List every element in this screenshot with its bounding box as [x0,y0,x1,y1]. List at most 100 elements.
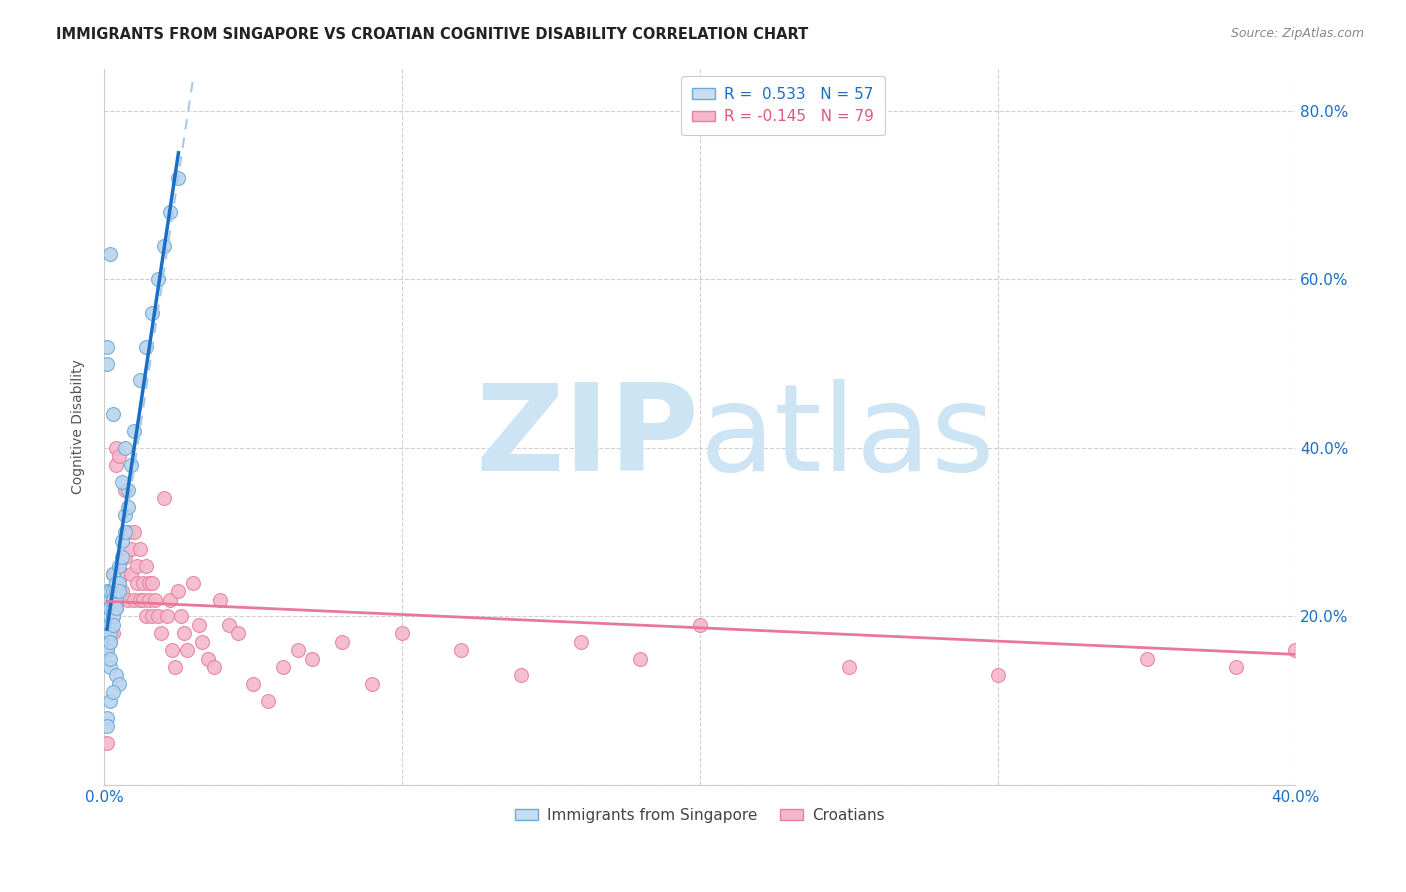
Point [98,660,121,674]
Point [128,592,150,607]
Point [101,567,124,582]
Point [391,626,413,640]
Point [125,558,148,573]
Point [128,374,150,388]
Point [98,634,121,648]
Point [159,592,181,607]
Point [628,651,651,665]
Text: ZIP: ZIP [477,379,700,496]
Point [838,660,860,674]
Point [96,609,118,624]
Point [987,668,1010,682]
Point [1284,643,1306,657]
Point [170,609,193,624]
Point [108,677,131,691]
Point [96,609,118,624]
Point [141,575,163,590]
Point [96,626,118,640]
Point [117,500,139,514]
Point [96,618,118,632]
Y-axis label: Cognitive Disability: Cognitive Disability [72,359,86,494]
Point [98,601,121,615]
Point [202,660,225,674]
Point [98,618,121,632]
Point [117,592,139,607]
Point [98,592,121,607]
Point [111,533,134,548]
Point [108,575,131,590]
Point [135,558,157,573]
Point [101,407,124,421]
Point [98,584,121,599]
Point [96,626,118,640]
Point [330,634,353,648]
Point [569,634,592,648]
Point [101,592,124,607]
Point [132,575,155,590]
Point [122,525,145,540]
Point [197,651,219,665]
Point [111,567,134,582]
Point [135,609,157,624]
Point [287,643,309,657]
Point [120,458,142,472]
Point [108,592,131,607]
Point [98,634,121,648]
Point [98,651,121,665]
Point [242,677,264,691]
Point [101,685,124,699]
Point [132,592,155,607]
Point [96,711,118,725]
Point [1135,651,1157,665]
Text: IMMIGRANTS FROM SINGAPORE VS CROATIAN COGNITIVE DISABILITY CORRELATION CHART: IMMIGRANTS FROM SINGAPORE VS CROATIAN CO… [56,27,808,42]
Text: Source: ZipAtlas.com: Source: ZipAtlas.com [1230,27,1364,40]
Point [191,634,214,648]
Point [96,340,118,354]
Text: atlas: atlas [700,379,995,496]
Point [167,584,190,599]
Point [96,601,118,615]
Point [226,626,249,640]
Point [104,441,127,455]
Point [128,542,150,557]
Point [165,660,187,674]
Point [146,272,169,286]
Point [114,525,136,540]
Point [98,618,121,632]
Point [96,634,118,648]
Point [96,592,118,607]
Legend: Immigrants from Singapore, Croatians: Immigrants from Singapore, Croatians [502,796,897,835]
Point [111,550,134,565]
Point [689,618,711,632]
Point [141,306,163,320]
Point [167,171,190,186]
Point [141,609,163,624]
Point [146,609,169,624]
Point [256,694,278,708]
Point [125,575,148,590]
Point [114,550,136,565]
Point [135,340,157,354]
Point [96,719,118,733]
Point [101,609,124,624]
Point [149,626,172,640]
Point [111,475,134,489]
Point [98,601,121,615]
Point [510,668,533,682]
Point [152,238,174,252]
Point [104,458,127,472]
Point [98,694,121,708]
Point [101,618,124,632]
Point [114,508,136,523]
Point [1225,660,1247,674]
Point [104,592,127,607]
Point [162,643,184,657]
Point [104,668,127,682]
Point [96,592,118,607]
Point [183,575,205,590]
Point [450,643,472,657]
Point [138,592,160,607]
Point [101,567,124,582]
Point [111,584,134,599]
Point [96,643,118,657]
